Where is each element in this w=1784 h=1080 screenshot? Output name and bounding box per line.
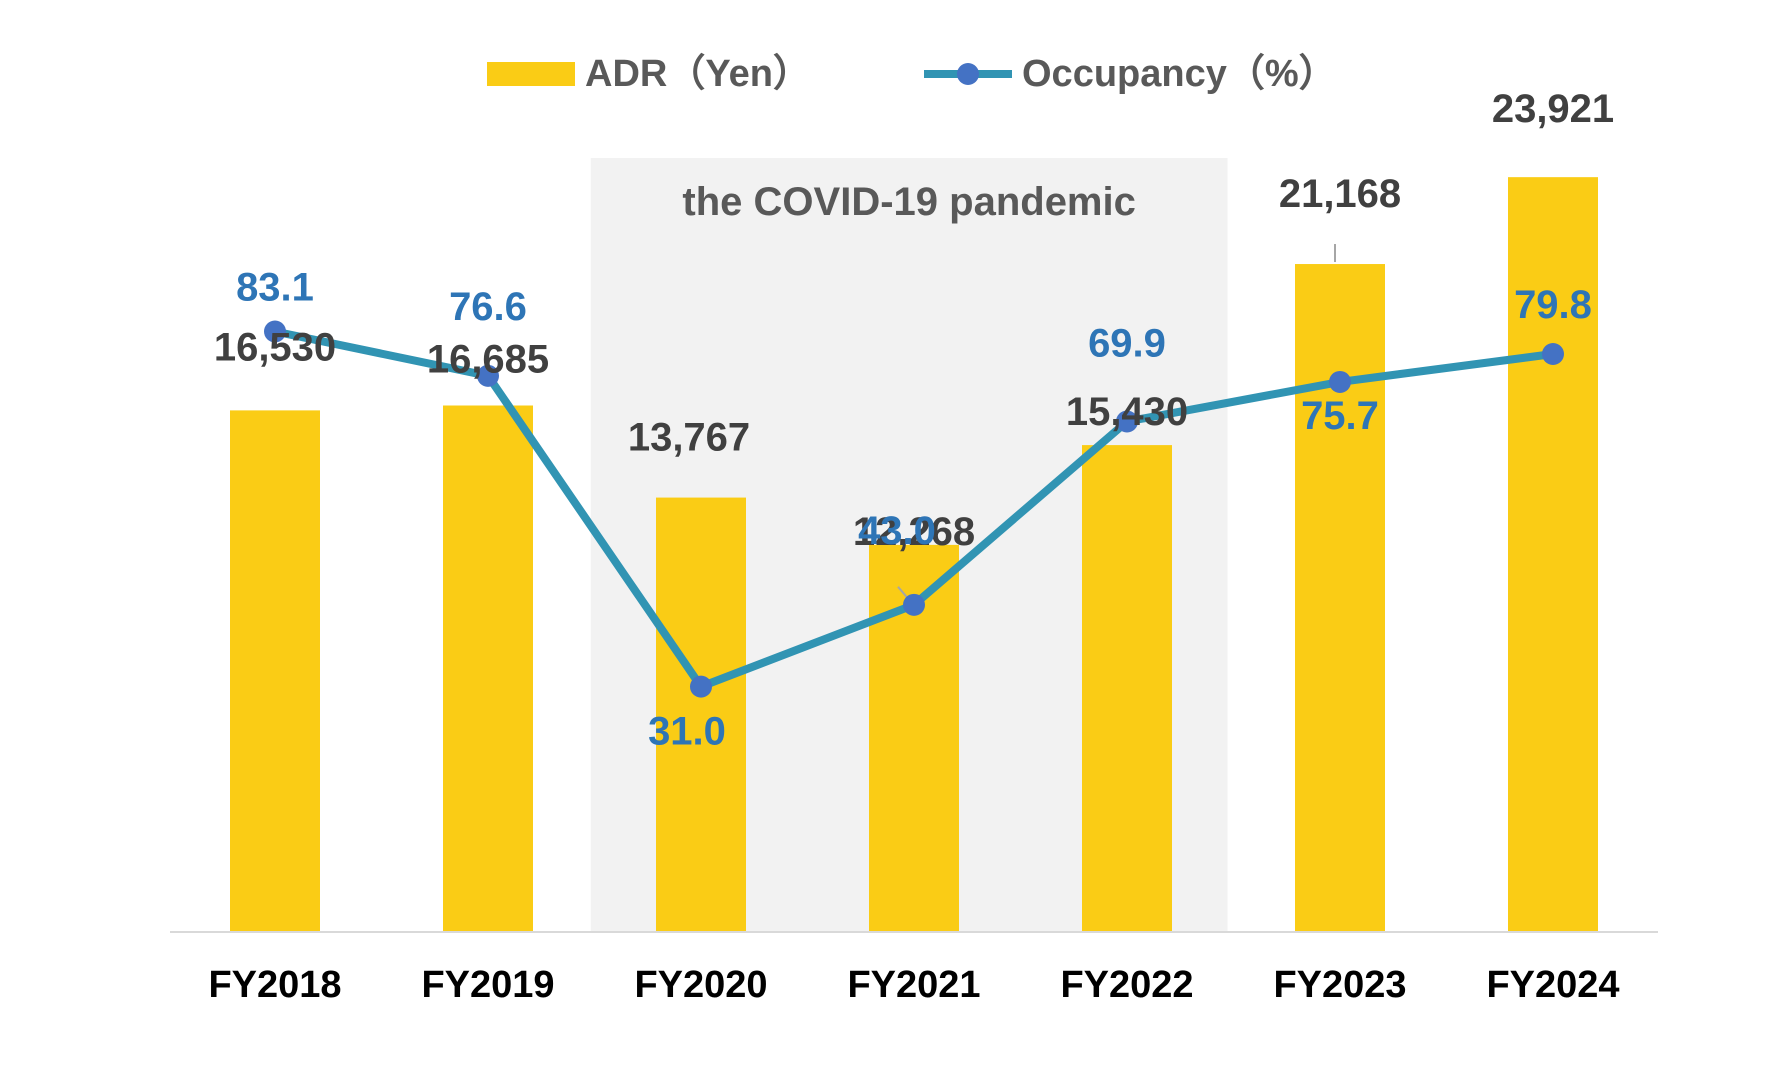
legend-adr-swatch [487, 62, 575, 86]
occupancy-label-fy2021: 43.0 [858, 509, 936, 553]
x-tick-fy2018: FY2018 [208, 964, 341, 1006]
legend-adr-label: ADR（Yen） [585, 53, 811, 95]
adr-label-fy2020: 13,767 [628, 416, 750, 460]
adr-label-fy2024: 23,921 [1492, 87, 1614, 131]
occupancy-label-fy2020: 31.0 [648, 710, 726, 754]
occupancy-marker-fy2022 [1116, 410, 1138, 433]
x-tick-fy2021: FY2021 [847, 964, 980, 1006]
occupancy-line-series [264, 320, 1564, 698]
occupancy-marker-fy2024 [1542, 343, 1564, 366]
occupancy-label-fy2019: 76.6 [449, 285, 527, 329]
adr-bar-fy2022 [1082, 445, 1172, 932]
adr-label-fy2022: 15,430 [1066, 390, 1188, 434]
adr-label-fy2023: 21,168 [1279, 172, 1401, 216]
x-tick-fy2023: FY2023 [1273, 964, 1406, 1006]
x-tick-fy2022: FY2022 [1060, 964, 1193, 1006]
occupancy-marker-fy2018 [264, 320, 286, 343]
adr-label-fy2018: 16,530 [214, 325, 336, 369]
adr-bar-fy2020 [656, 497, 746, 932]
occupancy-label-fy2023: 75.7 [1301, 394, 1379, 438]
x-axis-tick-labels: FY2018 FY2019 FY2020 FY2021 FY2022 FY2023 FY20… [208, 964, 1619, 1006]
adr-label-fy2019: 16,685 [427, 337, 549, 381]
adr-label-fy2021: 12,268 [853, 510, 975, 554]
adr-bar-fy2023 [1295, 264, 1385, 933]
adr-bars [230, 177, 1598, 933]
legend-occupancy-marker [957, 63, 979, 85]
occupancy-marker-fy2021 [903, 593, 925, 616]
occupancy-marker-fy2023 [1329, 370, 1351, 393]
occupancy-label-fy2018: 83.1 [236, 266, 314, 310]
occupancy-marker-fy2019 [477, 364, 499, 387]
occupancy-label-fy2022: 69.9 [1088, 321, 1166, 365]
x-tick-fy2019: FY2019 [421, 964, 554, 1006]
legend: ADR（Yen） Occupancy（%） [487, 53, 1337, 95]
adr-bar-fy2024 [1508, 177, 1598, 933]
occupancy-label-fy2024: 79.8 [1514, 283, 1592, 327]
covid-period-label: the COVID-19 pandemic [682, 180, 1135, 224]
adr-bar-fy2019 [443, 405, 533, 932]
x-tick-fy2020: FY2020 [634, 964, 767, 1006]
adr-bar-fy2018 [230, 410, 320, 932]
occupancy-value-labels: 83.1 76.6 31.0 43.0 69.9 75.7 79.8 [236, 266, 1592, 754]
adr-value-labels: 16,530 16,685 13,767 12,268 15,430 21,168 23,9… [214, 87, 1614, 554]
x-tick-fy2024: FY2024 [1486, 964, 1619, 1006]
legend-occupancy-label: Occupancy（%） [1022, 53, 1337, 95]
occupancy-marker-fy2020 [690, 675, 712, 698]
